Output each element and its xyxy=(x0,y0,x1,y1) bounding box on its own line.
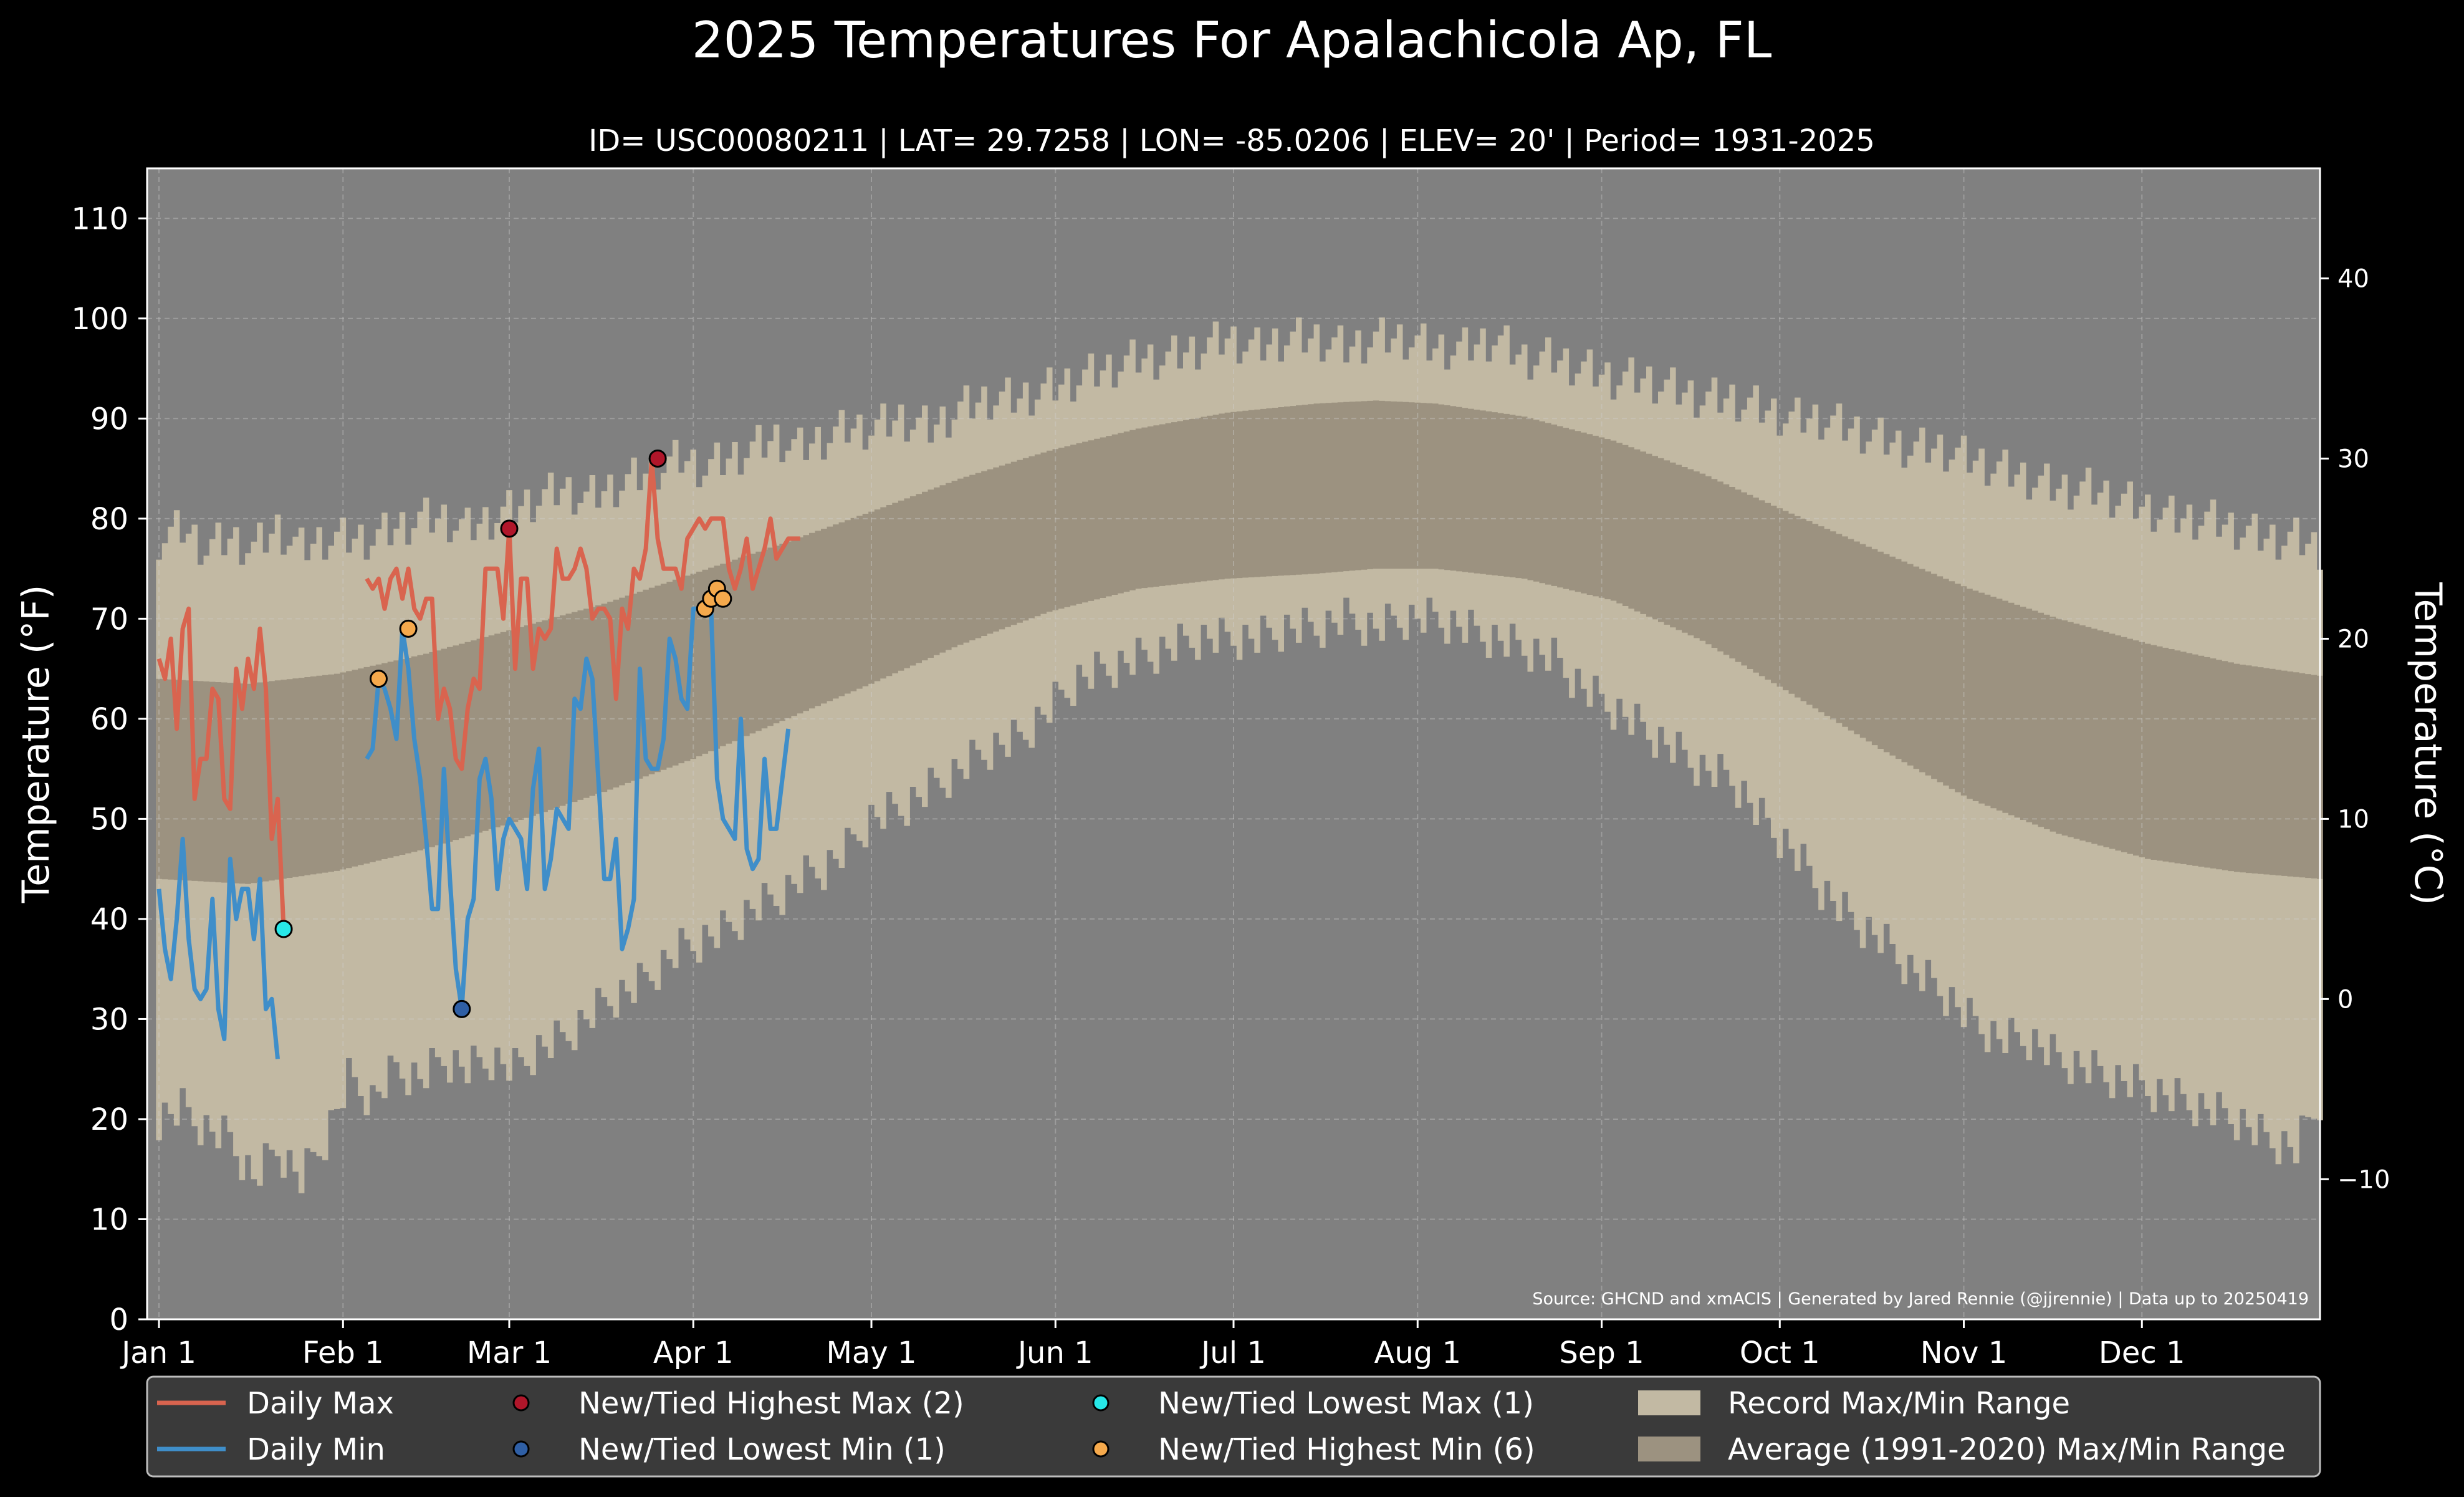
y-tick-label: 90 xyxy=(90,402,128,436)
record-marker-new-tied-lowest-min xyxy=(453,999,471,1018)
record-marker-new-tied-lowest-max xyxy=(274,920,293,938)
legend-entry-new-tied-highest-min-6-label: New/Tied Highest Min (6) xyxy=(1158,1432,1535,1467)
y-tick-label: 70 xyxy=(90,602,128,637)
x-tick-label: Nov 1 xyxy=(1920,1336,2007,1370)
normal-range-band xyxy=(156,400,2323,884)
chart-title: 2025 Temperatures For Apalachicola Ap, F… xyxy=(692,11,1772,69)
legend-entry-record-max-min-range-label: Record Max/Min Range xyxy=(1728,1386,2070,1421)
y-axis-label: Temperature (°F) xyxy=(14,585,58,903)
y-axis-label-right: Temperature (°C) xyxy=(2406,582,2450,905)
x-tick-label: Apr 1 xyxy=(653,1336,734,1370)
y-tick-label: 60 xyxy=(90,702,128,737)
plot-area: 0 10 20 30 40 50 60 70 80 90 100 110 −10 0 10 20 30 40 Jan… xyxy=(71,167,2390,1370)
x-tick-label: Dec 1 xyxy=(2099,1336,2185,1370)
legend-entry-record-max-min-range-swatch xyxy=(1638,1390,1700,1415)
y-tick-label: 0 xyxy=(109,1302,128,1337)
y-tick-label: 110 xyxy=(71,201,128,236)
legend-entry-new-tied-highest-max-2-label: New/Tied Highest Max (2) xyxy=(578,1386,964,1421)
y-tick-label-right: 20 xyxy=(2337,625,2369,653)
x-tick-label: Aug 1 xyxy=(1374,1336,1461,1370)
record-marker-new-tied-highest-min xyxy=(399,619,418,638)
legend-entry-average-1991-2020-max-min-range-label: Average (1991-2020) Max/Min Range xyxy=(1728,1432,2286,1467)
legend-entry-average-1991-2020-max-min-range-swatch xyxy=(1638,1437,1700,1461)
x-tick-label: Sep 1 xyxy=(1559,1336,1644,1370)
y-tick-label: 40 xyxy=(90,902,128,937)
x-tick-label: May 1 xyxy=(826,1336,916,1370)
x-tick-label: Feb 1 xyxy=(302,1336,384,1370)
x-tick-label: Oct 1 xyxy=(1740,1336,1820,1370)
legend: Daily Max Daily Min New/Tied Highest Max (… xyxy=(146,1375,2321,1478)
y-tick-label: 50 xyxy=(90,802,128,837)
y-tick-label: 100 xyxy=(71,302,128,337)
x-tick-label: Jul 1 xyxy=(1199,1336,1266,1370)
legend-entry-daily-min-label: Daily Min xyxy=(247,1432,385,1467)
legend-entry-new-tied-lowest-min-1-swatch xyxy=(512,1440,530,1458)
legend-entry-new-tied-lowest-max-1-swatch xyxy=(1092,1394,1110,1412)
legend-box xyxy=(146,1375,2321,1478)
legend-entry-new-tied-lowest-max-1-label: New/Tied Lowest Max (1) xyxy=(1158,1386,1534,1421)
legend-entry-daily-max-label: Daily Max xyxy=(247,1386,394,1421)
series-line-daily-min xyxy=(156,596,791,1059)
y-tick-label-right: 30 xyxy=(2337,445,2369,474)
y-tick-label: 80 xyxy=(90,502,128,537)
legend-entry-new-tied-highest-max-2-swatch xyxy=(512,1394,530,1412)
y-tick-label-right: 0 xyxy=(2337,985,2353,1014)
legend-entry-new-tied-lowest-min-1-label: New/Tied Lowest Min (1) xyxy=(578,1432,946,1467)
x-tick-label: Jun 1 xyxy=(1016,1336,1093,1370)
record-marker-new-tied-highest-max xyxy=(648,450,667,468)
legend-entry-new-tied-highest-min-6-swatch xyxy=(1092,1440,1110,1458)
x-tick-label: Mar 1 xyxy=(467,1336,552,1370)
chart-subtitle: ID= USC00080211 | LAT= 29.7258 | LON= -8… xyxy=(588,123,1875,158)
record-marker-new-tied-highest-min xyxy=(714,589,732,608)
y-tick-label-right: 10 xyxy=(2337,805,2369,834)
y-tick-label: 10 xyxy=(90,1202,128,1237)
y-tick-label: 30 xyxy=(90,1002,128,1037)
series-line-daily-max xyxy=(156,456,800,930)
y-tick-label-right: −10 xyxy=(2337,1165,2390,1194)
record-marker-new-tied-highest-max xyxy=(500,519,519,538)
source-note: Source: GHCND and xmACIS | Generated by … xyxy=(1532,1289,2309,1309)
y-tick-label: 20 xyxy=(90,1102,128,1137)
y-tick-label-right: 40 xyxy=(2337,265,2369,294)
x-tick-label: Jan 1 xyxy=(120,1336,196,1370)
record-marker-new-tied-highest-min xyxy=(369,670,388,688)
